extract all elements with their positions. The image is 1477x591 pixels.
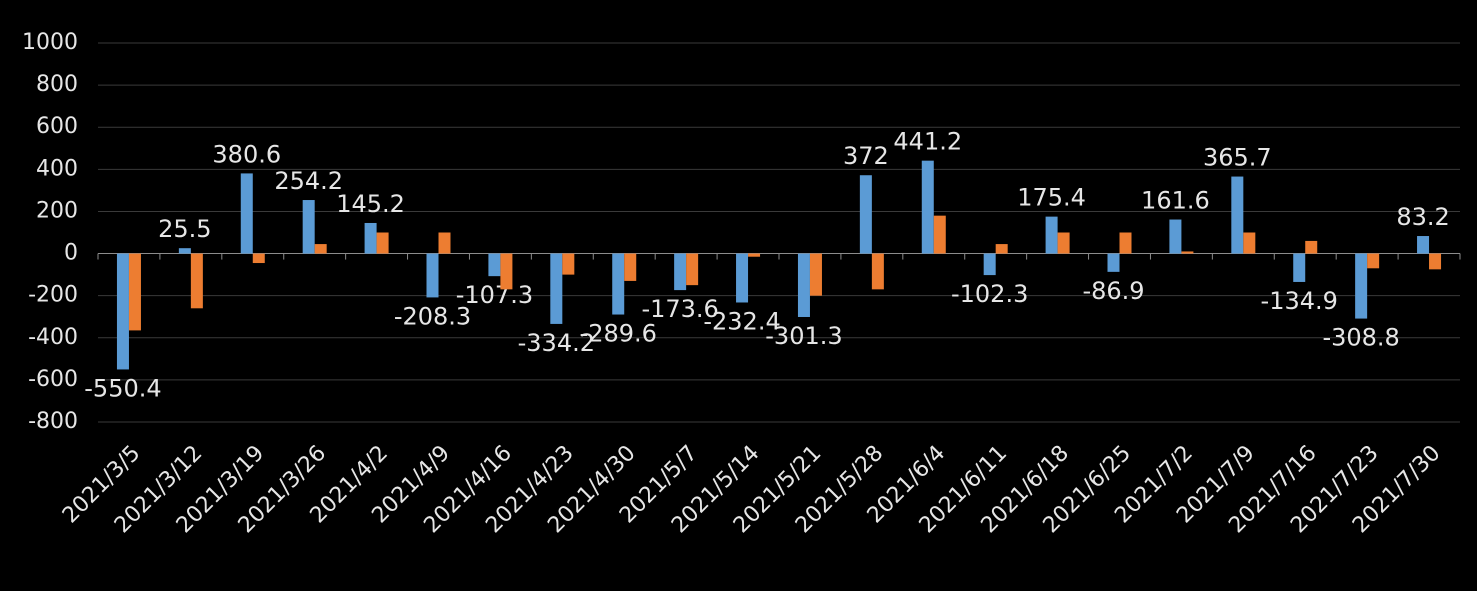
bar [1181,251,1194,254]
bar [426,253,439,298]
data-label: -301.3 [765,322,842,350]
bar [1367,253,1380,269]
bar [871,253,884,290]
data-label: 161.6 [1141,187,1210,215]
bar [252,253,265,264]
y-tick-label: -600 [28,367,78,392]
bar [995,244,1008,254]
y-tick-label: -200 [28,283,78,308]
bar [190,253,203,309]
y-tick-label: 400 [36,156,78,181]
bar [128,253,141,331]
data-label: 372 [843,142,889,170]
bar [1045,216,1058,254]
y-tick-label: 200 [36,198,78,223]
data-label: -232.4 [703,307,780,335]
bar [1057,232,1070,254]
data-label: -86.9 [1082,277,1144,305]
data-label: 380.6 [212,140,281,168]
bar [624,253,637,281]
bar [1355,253,1368,319]
data-label: -102.3 [951,280,1028,308]
data-label: -134.9 [1261,287,1338,315]
bar [550,253,563,324]
y-tick-label: 1000 [22,30,78,55]
bar [1417,236,1430,254]
bar [859,175,872,254]
data-label: -289.6 [580,320,657,348]
y-tick-label: 800 [36,72,78,97]
bar [488,253,501,277]
y-tick-label: 600 [36,114,78,139]
data-label: -550.4 [84,374,161,402]
bar [302,200,315,254]
data-label: -308.8 [1322,324,1399,352]
data-label: 441.2 [893,128,962,156]
data-label: 83.2 [1396,203,1449,231]
bar [736,253,749,303]
bar [116,253,129,370]
bar [983,253,996,276]
bar [1429,253,1442,270]
data-label: 175.4 [1017,184,1086,212]
bar [612,253,625,315]
bar [686,253,699,286]
bar [364,222,377,254]
bar [240,173,253,254]
data-label: -173.6 [641,295,718,323]
bar [178,248,191,254]
bar [562,253,575,275]
y-tick-label: 0 [64,241,78,266]
data-label: -107.3 [456,281,533,309]
data-label: 25.5 [158,215,211,243]
bar [438,232,451,254]
bar [809,253,822,296]
bar [1231,176,1244,254]
bar [674,253,687,291]
bar [1107,253,1120,272]
bar [1119,232,1132,254]
bar [797,253,810,317]
y-tick-label: -800 [28,409,78,434]
data-label: 254.2 [274,167,343,195]
bar [1305,240,1318,254]
bar [921,160,934,254]
data-label: -334.2 [518,329,595,357]
y-tick-label: -400 [28,325,78,350]
bar [500,253,513,290]
bar [1169,219,1182,254]
bar [376,232,389,254]
data-label: -208.3 [394,302,471,330]
bar [748,253,761,257]
bar [933,215,946,254]
data-label: 365.7 [1203,144,1272,172]
bar [1293,253,1306,282]
data-label: 145.2 [336,190,405,218]
bar [1243,232,1256,254]
bar [314,244,327,254]
